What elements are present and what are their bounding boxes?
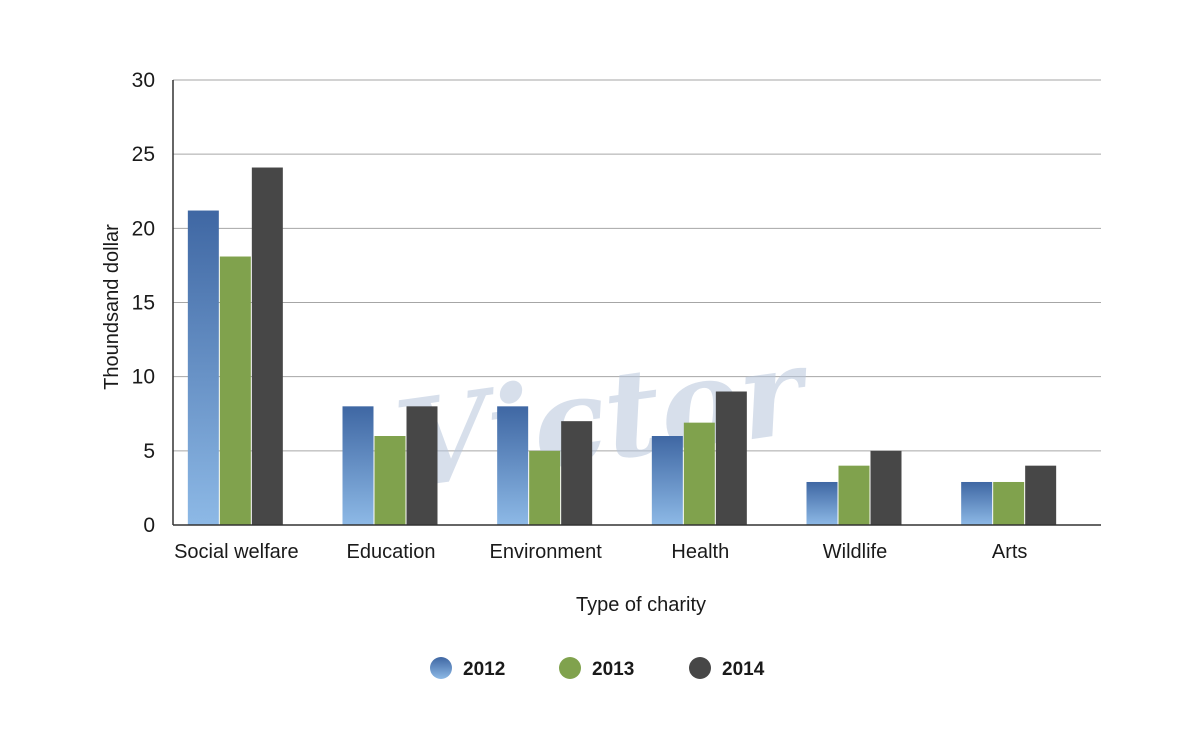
legend-marker-2012 bbox=[430, 657, 452, 679]
legend: 2012 2013 2014 bbox=[430, 657, 765, 680]
bar-2014 bbox=[870, 450, 902, 525]
x-category-label: Wildlife bbox=[823, 541, 887, 563]
bar-2013 bbox=[683, 422, 715, 525]
y-tick-label: 20 bbox=[132, 217, 155, 240]
legend-label: 2013 bbox=[592, 659, 634, 680]
bar-2012 bbox=[806, 481, 838, 525]
x-category-label: Social welfare bbox=[174, 541, 299, 563]
bar-2012 bbox=[651, 436, 683, 525]
legend-marker-2014 bbox=[689, 657, 711, 679]
bar-2013 bbox=[993, 481, 1025, 525]
legend-marker-2013 bbox=[559, 657, 581, 679]
bar-2013 bbox=[374, 436, 406, 525]
bar-2014 bbox=[406, 406, 438, 525]
bars bbox=[187, 167, 1057, 526]
y-tick-label: 30 bbox=[132, 69, 155, 92]
x-category-label: Arts bbox=[992, 541, 1028, 563]
y-tick-label: 15 bbox=[132, 292, 155, 315]
y-tick-label: 25 bbox=[132, 143, 155, 166]
bar-2012 bbox=[497, 406, 529, 525]
bar-2012 bbox=[342, 406, 374, 525]
legend-label: 2014 bbox=[722, 659, 765, 680]
bar-2014 bbox=[715, 391, 747, 525]
x-category-label: Education bbox=[347, 541, 436, 563]
watermark-logo: Victor bbox=[388, 319, 820, 517]
x-axis-title: Type of charity bbox=[576, 594, 706, 616]
y-tick-label: 10 bbox=[132, 366, 155, 389]
y-tick-label: 5 bbox=[143, 440, 155, 463]
bar-2014 bbox=[561, 421, 593, 525]
bar-2014 bbox=[251, 167, 283, 525]
x-axis-categories: Social welfare Education Environment Health… bbox=[174, 541, 1027, 563]
bar-2012 bbox=[961, 481, 993, 525]
bar-2014 bbox=[1025, 465, 1057, 525]
legend-label: 2012 bbox=[463, 659, 505, 680]
bar-2013 bbox=[219, 256, 251, 525]
y-axis-ticks: 0 5 10 15 20 25 30 bbox=[132, 69, 155, 537]
y-tick-label: 0 bbox=[143, 514, 155, 537]
bar-2012 bbox=[187, 210, 219, 526]
axes bbox=[172, 80, 1101, 526]
x-category-label: Health bbox=[671, 541, 729, 563]
y-axis-title: Thoundsand dollar bbox=[101, 224, 123, 390]
x-category-label: Environment bbox=[490, 541, 603, 563]
bar-2013 bbox=[838, 465, 870, 525]
gridlines bbox=[173, 79, 1101, 452]
bar-2013 bbox=[529, 450, 561, 525]
